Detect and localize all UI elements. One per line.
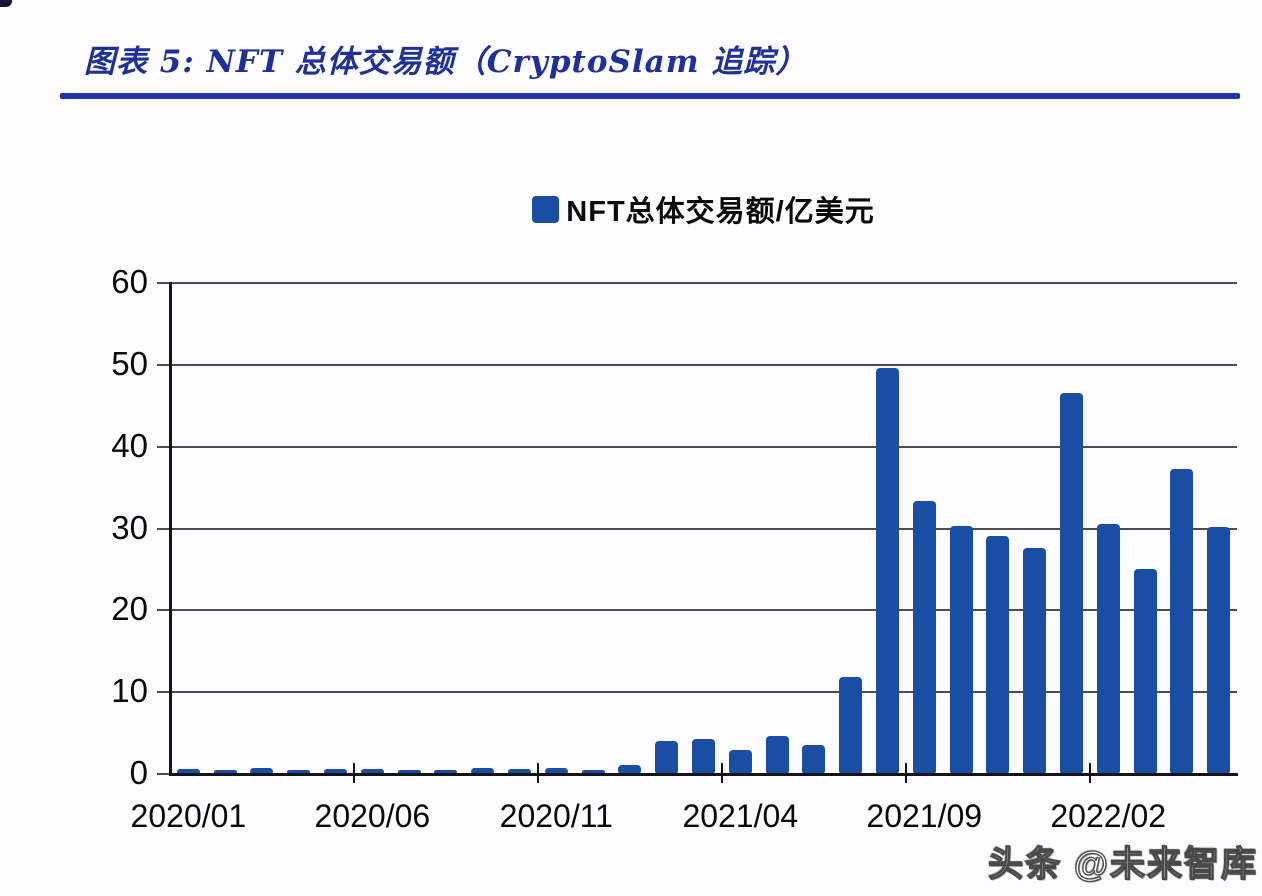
gridline	[170, 691, 1237, 694]
bar	[949, 526, 973, 774]
bar	[692, 738, 715, 774]
y-tick-mark	[157, 282, 170, 284]
bar	[176, 769, 200, 774]
bar	[471, 768, 495, 774]
bar	[875, 368, 899, 774]
gridline	[170, 527, 1237, 530]
x-tick-label: 2021/09	[866, 798, 983, 834]
y-tick-mark	[157, 773, 170, 775]
y-tick-label: 20	[111, 590, 148, 628]
bar	[508, 769, 532, 774]
gridline	[170, 363, 1237, 366]
y-tick-mark	[157, 609, 170, 612]
chart-legend: NFT总体交易额/亿美元	[170, 188, 1237, 230]
y-tick-label: 60	[111, 263, 148, 300]
y-axis-line	[169, 282, 172, 776]
x-tick-label: 2020/11	[499, 798, 613, 834]
x-tick-label: 2020/06	[314, 798, 431, 834]
y-tick-mark	[157, 527, 170, 530]
bar	[986, 535, 1010, 774]
bar	[397, 769, 421, 774]
bar	[1207, 526, 1231, 774]
gridline	[170, 445, 1237, 448]
x-tick-label: 2022/02	[1050, 798, 1167, 834]
y-tick-label: 30	[111, 508, 148, 546]
y-tick-label: 0	[129, 754, 148, 791]
bar	[1133, 568, 1157, 774]
bar	[434, 769, 458, 774]
bar	[324, 769, 348, 774]
bar	[618, 764, 642, 774]
legend-label: NFT总体交易额/亿美元	[566, 196, 875, 228]
x-tick-label: 2021/04	[682, 798, 799, 834]
y-tick-mark	[157, 691, 170, 694]
corner-artifact	[0, 0, 12, 7]
watermark-text: 头条 @未来智库	[987, 844, 1258, 884]
bar	[765, 735, 789, 774]
bar	[1023, 548, 1047, 774]
bar	[213, 769, 237, 774]
figure-title: 图表 5: NFT 总体交易额（CryptoSlam 追踪）	[84, 44, 808, 80]
bar	[1096, 524, 1120, 774]
gridline	[170, 282, 1237, 284]
y-tick-label: 50	[111, 344, 148, 382]
bar	[728, 750, 752, 774]
bar	[912, 500, 936, 774]
y-tick-label: 10	[111, 672, 148, 710]
bar	[1059, 392, 1083, 774]
bar	[839, 676, 863, 774]
y-tick-mark	[157, 445, 170, 448]
bar	[655, 741, 679, 774]
title-divider-rule	[60, 93, 1240, 99]
y-tick-label: 40	[111, 426, 148, 464]
bar	[544, 768, 568, 774]
bar	[360, 769, 384, 774]
bar	[287, 769, 311, 774]
bar	[581, 769, 605, 774]
gridline	[170, 609, 1237, 612]
x-axis-line	[169, 773, 1238, 776]
bar	[250, 768, 274, 774]
y-tick-mark	[157, 363, 170, 366]
x-tick-label: 2020/01	[130, 798, 247, 834]
legend-square-icon	[532, 195, 560, 223]
bar	[1170, 468, 1194, 774]
bar	[802, 745, 826, 774]
